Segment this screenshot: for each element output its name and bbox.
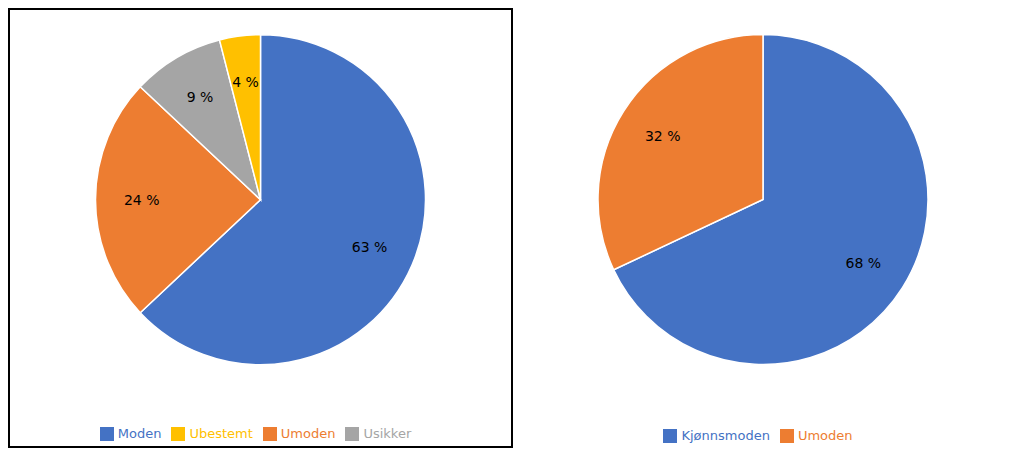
html-text:Moden: Moden <box>117 425 162 441</box>
html-text:Umoden: Umoden <box>280 425 336 441</box>
svg-text:4 %: 4 % <box>232 74 259 90</box>
svg-text:63 %: 63 % <box>352 239 388 255</box>
svg-text:9 %: 9 % <box>187 89 214 105</box>
svg-text:24 %: 24 % <box>124 192 160 208</box>
html-text:Usikker: Usikker <box>363 425 412 441</box>
html-text:Umoden: Umoden <box>797 427 853 443</box>
html-text:Ubestemt: Ubestemt <box>189 425 253 441</box>
html-text:Kjønnsmoden: Kjønnsmoden <box>681 427 770 443</box>
svg-text:68 %: 68 % <box>846 255 882 271</box>
svg-text:32 %: 32 % <box>645 128 681 144</box>
